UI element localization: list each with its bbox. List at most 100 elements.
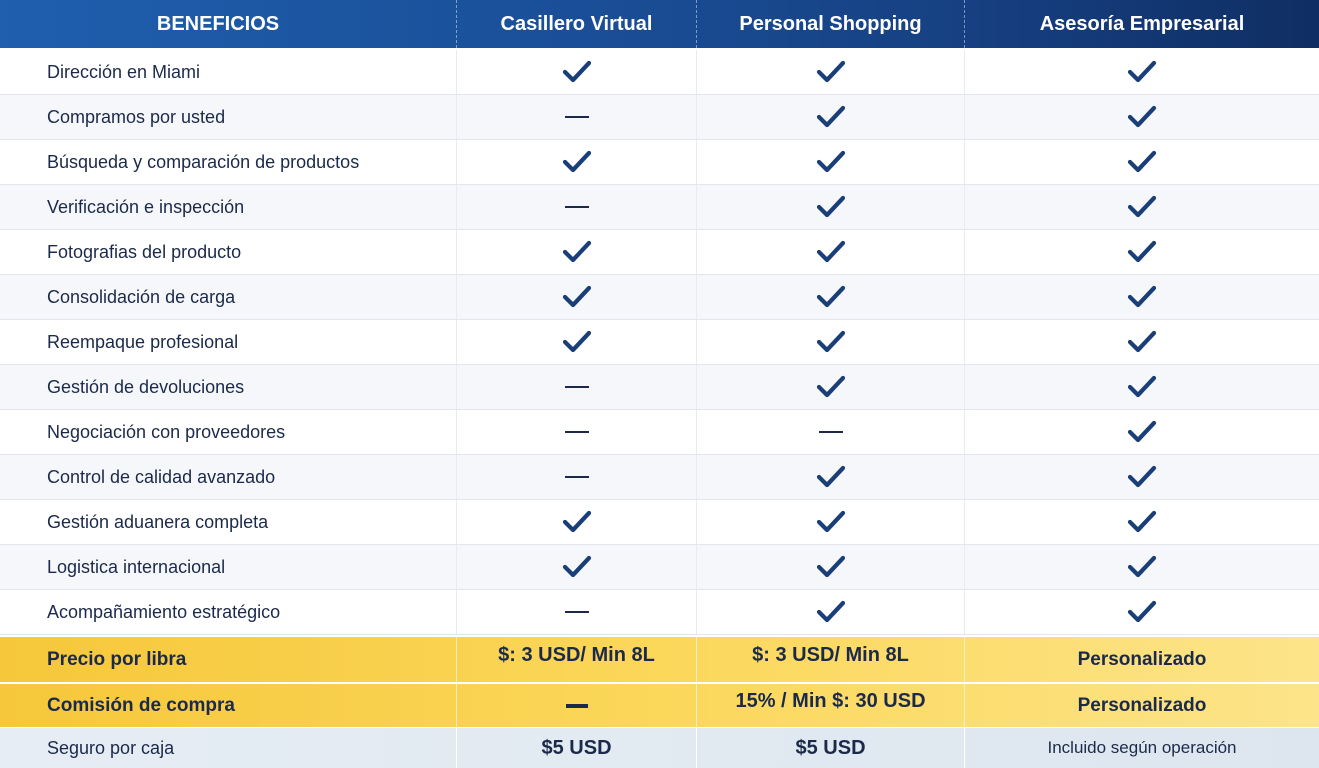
feature-row: Gestión de devoluciones bbox=[0, 365, 1319, 410]
price-per-pound-casillero: $: 3 USD/ Min 8L bbox=[498, 644, 655, 666]
purchase-commission-row: Comisión de compra 15% / Min $: 30 USD P… bbox=[0, 684, 1319, 727]
check-icon bbox=[1127, 239, 1157, 265]
check-icon bbox=[816, 509, 846, 535]
feature-value-cell bbox=[697, 410, 965, 454]
feature-row: Gestión aduanera completa bbox=[0, 500, 1319, 545]
purchase-commission-shopping: 15% / Min $: 30 USD bbox=[735, 690, 926, 712]
feature-value-cell bbox=[457, 365, 697, 409]
header-plan-personal-shopping: Personal Shopping bbox=[697, 0, 965, 48]
check-icon bbox=[816, 554, 846, 580]
check-icon bbox=[1127, 374, 1157, 400]
feature-label: Verificación e inspección bbox=[0, 185, 457, 229]
price-per-pound-row: Precio por libra $: 3 USD/ Min 8L $: 3 U… bbox=[0, 637, 1319, 682]
feature-row: Control de calidad avanzado bbox=[0, 455, 1319, 500]
feature-value-cell bbox=[697, 50, 965, 94]
feature-label: Control de calidad avanzado bbox=[0, 455, 457, 499]
purchase-commission-label: Comisión de compra bbox=[0, 684, 457, 727]
feature-value-cell bbox=[697, 320, 965, 364]
check-icon bbox=[1127, 509, 1157, 535]
check-icon bbox=[1127, 599, 1157, 625]
feature-row: Compramos por usted bbox=[0, 95, 1319, 140]
feature-row: Verificación e inspección bbox=[0, 185, 1319, 230]
check-icon bbox=[816, 104, 846, 130]
check-icon bbox=[1127, 149, 1157, 175]
insurance-asesoria: Incluido según operación bbox=[1047, 738, 1237, 757]
check-icon bbox=[562, 554, 592, 580]
feature-value-cell bbox=[965, 95, 1319, 139]
not-included-dash-icon bbox=[565, 703, 588, 708]
feature-value-cell bbox=[457, 590, 697, 634]
check-icon bbox=[816, 59, 846, 85]
check-icon bbox=[1127, 329, 1157, 355]
check-icon bbox=[816, 239, 846, 265]
header-plan-casillero-virtual: Casillero Virtual bbox=[457, 0, 697, 48]
check-icon bbox=[816, 284, 846, 310]
feature-value-cell bbox=[965, 500, 1319, 544]
insurance-shopping: $5 USD bbox=[697, 728, 965, 768]
feature-value-cell bbox=[457, 185, 697, 229]
feature-label: Gestión de devoluciones bbox=[0, 365, 457, 409]
header-plan-asesoria-empresarial: Asesoría Empresarial bbox=[1039, 12, 1245, 35]
price-per-pound-shopping: $: 3 USD/ Min 8L bbox=[752, 644, 909, 666]
insurance-label: Seguro por caja bbox=[0, 728, 457, 768]
feature-row: Dirección en Miami bbox=[0, 50, 1319, 95]
check-icon bbox=[562, 284, 592, 310]
check-icon bbox=[1127, 59, 1157, 85]
check-icon bbox=[562, 149, 592, 175]
check-icon bbox=[1127, 104, 1157, 130]
feature-label: Dirección en Miami bbox=[0, 50, 457, 94]
check-icon bbox=[816, 194, 846, 220]
feature-value-cell bbox=[965, 410, 1319, 454]
price-per-pound-label: Precio por libra bbox=[0, 637, 457, 682]
dash-icon bbox=[564, 611, 589, 613]
purchase-commission-casillero bbox=[457, 684, 697, 727]
feature-value-cell bbox=[697, 275, 965, 319]
check-icon bbox=[816, 149, 846, 175]
feature-value-cell bbox=[457, 320, 697, 364]
feature-row: Logistica internacional bbox=[0, 545, 1319, 590]
feature-value-cell bbox=[697, 95, 965, 139]
insurance-casillero: $5 USD bbox=[457, 728, 697, 768]
feature-row: Acompañamiento estratégico bbox=[0, 590, 1319, 635]
feature-label: Compramos por usted bbox=[0, 95, 457, 139]
check-icon bbox=[1127, 554, 1157, 580]
dash-icon bbox=[564, 431, 589, 433]
check-icon bbox=[1127, 419, 1157, 445]
feature-label: Acompañamiento estratégico bbox=[0, 590, 457, 634]
feature-row: Búsqueda y comparación de productos bbox=[0, 140, 1319, 185]
check-icon bbox=[1127, 464, 1157, 490]
dash-icon bbox=[564, 476, 589, 478]
purchase-commission-asesoria: Personalizado bbox=[1077, 694, 1207, 716]
feature-row: Negociación con proveedores bbox=[0, 410, 1319, 455]
feature-value-cell bbox=[965, 545, 1319, 589]
table-header: BENEFICIOS Casillero Virtual Personal Sh… bbox=[0, 0, 1319, 48]
feature-value-cell bbox=[457, 410, 697, 454]
feature-label: Búsqueda y comparación de productos bbox=[0, 140, 457, 184]
feature-value-cell bbox=[965, 50, 1319, 94]
feature-value-cell bbox=[965, 185, 1319, 229]
feature-value-cell bbox=[697, 365, 965, 409]
feature-label: Negociación con proveedores bbox=[0, 410, 457, 454]
check-icon bbox=[816, 374, 846, 400]
check-icon bbox=[562, 509, 592, 535]
feature-value-cell bbox=[457, 230, 697, 274]
feature-value-cell bbox=[457, 500, 697, 544]
feature-value-cell bbox=[457, 95, 697, 139]
feature-label: Reempaque profesional bbox=[0, 320, 457, 364]
check-icon bbox=[816, 329, 846, 355]
feature-value-cell bbox=[965, 230, 1319, 274]
feature-value-cell bbox=[965, 275, 1319, 319]
feature-value-cell bbox=[457, 455, 697, 499]
check-icon bbox=[562, 239, 592, 265]
feature-value-cell bbox=[697, 140, 965, 184]
check-icon bbox=[562, 59, 592, 85]
price-per-pound-asesoria: Personalizado bbox=[1077, 648, 1207, 670]
check-icon bbox=[1127, 194, 1157, 220]
feature-label: Fotografias del producto bbox=[0, 230, 457, 274]
feature-value-cell bbox=[965, 590, 1319, 634]
feature-row: Fotografias del producto bbox=[0, 230, 1319, 275]
check-icon bbox=[1127, 284, 1157, 310]
insurance-row: Seguro por caja $5 USD $5 USD Incluido s… bbox=[0, 728, 1319, 768]
feature-label: Gestión aduanera completa bbox=[0, 500, 457, 544]
